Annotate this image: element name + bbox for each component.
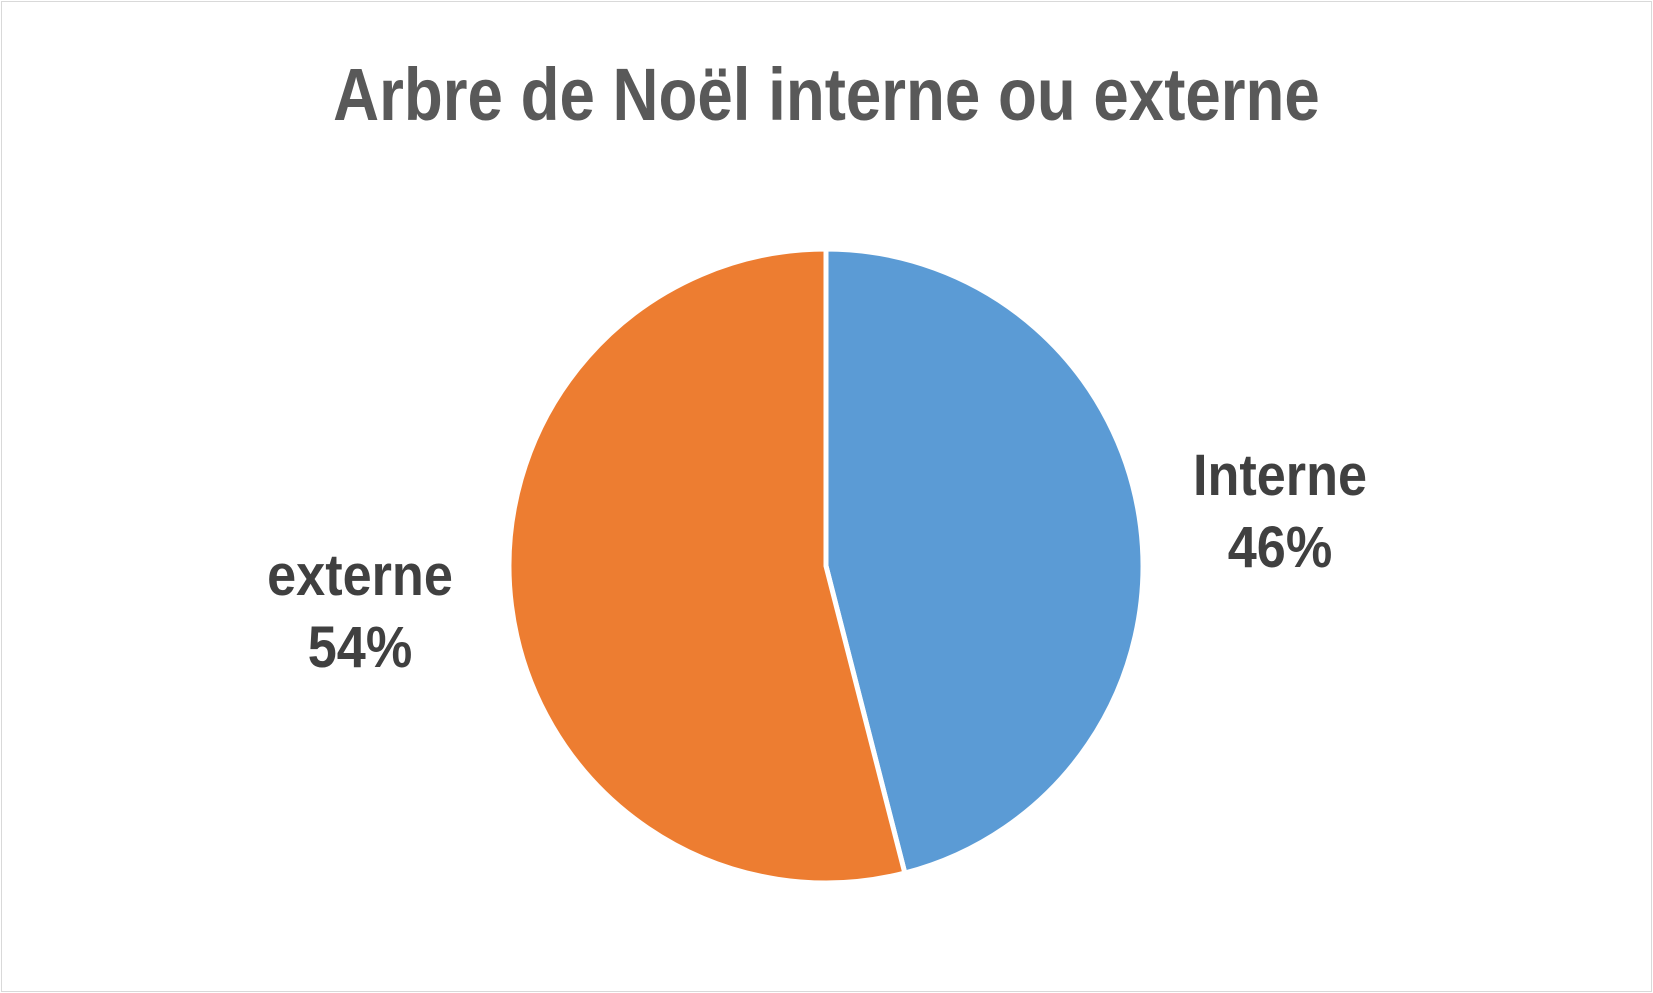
data-label-interne: Interne 46% <box>1163 440 1397 584</box>
pie-slice-externe <box>506 246 908 886</box>
data-label-externe: externe 54% <box>234 540 486 684</box>
pie-slice-interne <box>823 246 1146 876</box>
label-category: Interne <box>1192 443 1368 508</box>
pie-slices <box>506 246 1146 886</box>
chart-title: Arbre de Noël interne ou externe <box>333 53 1320 136</box>
label-category: externe <box>267 543 453 608</box>
label-percent: 54% <box>307 615 413 680</box>
label-percent: 46% <box>1227 515 1333 580</box>
